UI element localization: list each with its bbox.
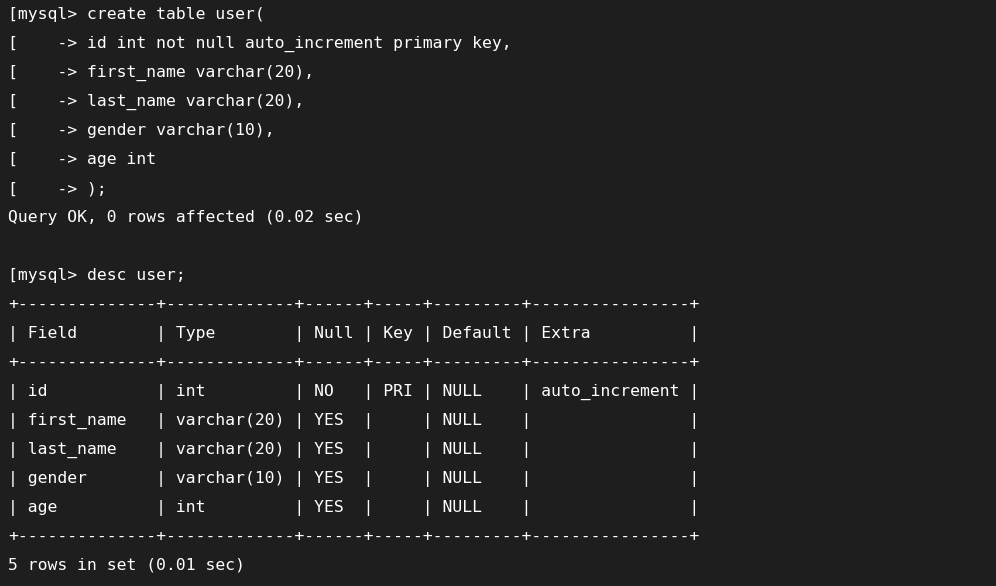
Text: | id           | int         | NO   | PRI | NULL    | auto_increment |: | id | int | NO | PRI | NULL | auto_incr…: [8, 383, 699, 400]
Text: +--------------+-------------+------+-----+---------+----------------+: +--------------+-------------+------+---…: [8, 297, 699, 312]
Text: [    -> id int not null auto_increment primary key,: [ -> id int not null auto_increment prim…: [8, 36, 512, 52]
Text: [    -> gender varchar(10),: [ -> gender varchar(10),: [8, 123, 275, 138]
Text: [mysql> create table user(: [mysql> create table user(: [8, 7, 265, 22]
Text: [    -> );: [ -> );: [8, 181, 107, 196]
Text: | Field        | Type        | Null | Key | Default | Extra          |: | Field | Type | Null | Key | Default | …: [8, 326, 699, 342]
Text: | first_name   | varchar(20) | YES  |     | NULL    |                |: | first_name | varchar(20) | YES | | NUL…: [8, 413, 699, 428]
Text: [    -> first_name varchar(20),: [ -> first_name varchar(20),: [8, 64, 314, 81]
Text: [    -> last_name varchar(20),: [ -> last_name varchar(20),: [8, 94, 304, 110]
Text: | last_name    | varchar(20) | YES  |     | NULL    |                |: | last_name | varchar(20) | YES | | NULL…: [8, 441, 699, 458]
Text: 5 rows in set (0.01 sec): 5 rows in set (0.01 sec): [8, 558, 245, 573]
Text: [mysql> desc user;: [mysql> desc user;: [8, 268, 185, 283]
Text: Query OK, 0 rows affected (0.02 sec): Query OK, 0 rows affected (0.02 sec): [8, 210, 364, 225]
Text: +--------------+-------------+------+-----+---------+----------------+: +--------------+-------------+------+---…: [8, 355, 699, 370]
Text: +--------------+-------------+------+-----+---------+----------------+: +--------------+-------------+------+---…: [8, 529, 699, 544]
Text: | age          | int         | YES  |     | NULL    |                |: | age | int | YES | | NULL | |: [8, 499, 699, 516]
Text: | gender       | varchar(10) | YES  |     | NULL    |                |: | gender | varchar(10) | YES | | NULL | …: [8, 471, 699, 486]
Text: [    -> age int: [ -> age int: [8, 152, 156, 167]
